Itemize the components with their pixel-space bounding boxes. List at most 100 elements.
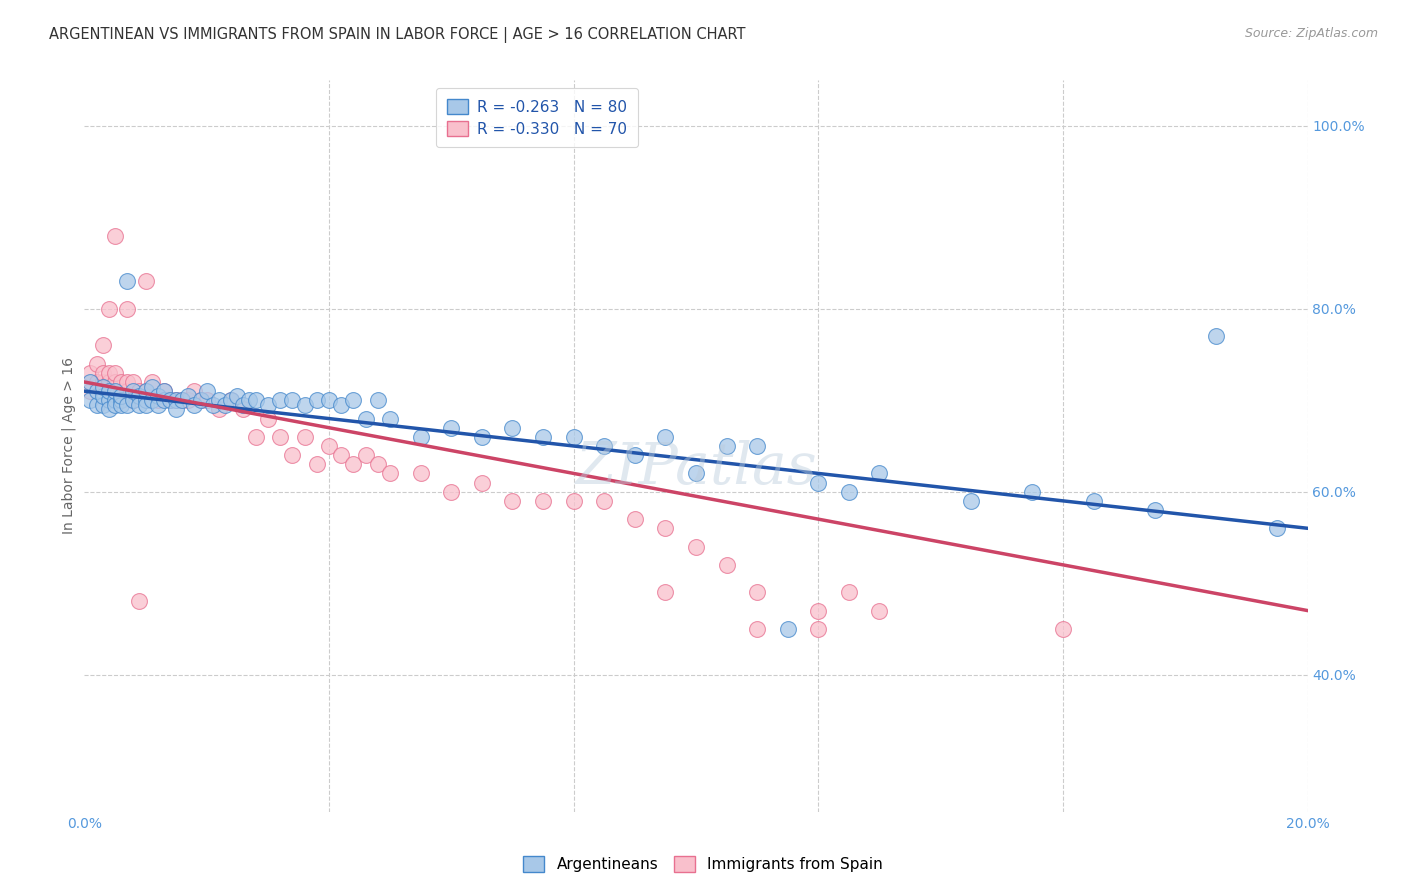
Point: [245, 430, 267, 444]
Point: [104, 393, 127, 408]
Point: [294, 430, 316, 444]
Point: [330, 398, 353, 412]
Point: [330, 448, 353, 462]
Point: [91, 338, 114, 352]
Point: [86, 384, 108, 399]
Point: [257, 411, 280, 425]
Point: [1265, 521, 1288, 535]
Point: [716, 439, 738, 453]
Point: [747, 439, 769, 453]
Point: [624, 448, 647, 462]
Point: [440, 420, 463, 434]
Text: ARGENTINEAN VS IMMIGRANTS FROM SPAIN IN LABOR FORCE | AGE > 16 CORRELATION CHART: ARGENTINEAN VS IMMIGRANTS FROM SPAIN IN …: [49, 27, 745, 43]
Point: [654, 521, 676, 535]
Point: [97, 301, 120, 316]
Point: [380, 467, 402, 481]
Legend: Argentineans, Immigrants from Spain: Argentineans, Immigrants from Spain: [516, 848, 890, 880]
Point: [281, 448, 304, 462]
Point: [183, 384, 205, 399]
Point: [838, 585, 860, 599]
Point: [122, 393, 145, 408]
Point: [91, 379, 114, 393]
Legend: R = -0.263   N = 80, R = -0.330   N = 70: R = -0.263 N = 80, R = -0.330 N = 70: [436, 88, 638, 147]
Point: [153, 384, 176, 399]
Point: [747, 585, 769, 599]
Point: [135, 384, 157, 399]
Point: [110, 398, 132, 412]
Point: [380, 411, 402, 425]
Point: [135, 393, 157, 408]
Point: [807, 604, 830, 618]
Point: [115, 398, 138, 412]
Point: [115, 301, 138, 316]
Point: [562, 494, 585, 508]
Point: [159, 393, 181, 408]
Point: [305, 393, 328, 408]
Point: [110, 393, 132, 408]
Point: [654, 585, 676, 599]
Point: [97, 366, 120, 380]
Point: [110, 375, 132, 389]
Point: [593, 494, 616, 508]
Point: [104, 398, 127, 412]
Point: [1205, 329, 1227, 343]
Point: [354, 411, 377, 425]
Point: [79, 366, 101, 380]
Point: [122, 384, 145, 399]
Point: [593, 439, 616, 453]
Point: [86, 398, 108, 412]
Point: [201, 398, 224, 412]
Point: [91, 398, 114, 412]
Point: [409, 467, 432, 481]
Point: [342, 393, 364, 408]
Text: ZIPatlas: ZIPatlas: [575, 440, 817, 496]
Point: [1083, 494, 1105, 508]
Point: [305, 457, 328, 471]
Point: [97, 402, 120, 417]
Text: Source: ZipAtlas.com: Source: ZipAtlas.com: [1244, 27, 1378, 40]
Point: [294, 398, 316, 412]
Point: [86, 357, 108, 371]
Point: [122, 393, 145, 408]
Point: [146, 393, 169, 408]
Point: [146, 398, 169, 412]
Point: [219, 393, 242, 408]
Point: [97, 375, 120, 389]
Point: [97, 384, 120, 399]
Point: [135, 384, 157, 399]
Point: [153, 393, 176, 408]
Point: [257, 398, 280, 412]
Point: [128, 594, 150, 608]
Point: [91, 375, 114, 389]
Point: [97, 393, 120, 408]
Point: [79, 384, 101, 399]
Point: [238, 393, 260, 408]
Point: [177, 393, 200, 408]
Point: [159, 393, 181, 408]
Point: [807, 622, 830, 636]
Point: [91, 366, 114, 380]
Point: [128, 389, 150, 403]
Point: [776, 622, 799, 636]
Point: [440, 484, 463, 499]
Point: [104, 228, 127, 243]
Point: [869, 604, 891, 618]
Point: [960, 494, 983, 508]
Point: [685, 540, 707, 554]
Point: [79, 393, 101, 408]
Point: [219, 393, 242, 408]
Point: [141, 379, 163, 393]
Point: [367, 457, 389, 471]
Point: [531, 430, 554, 444]
Point: [838, 484, 860, 499]
Point: [747, 622, 769, 636]
Point: [624, 512, 647, 526]
Point: [122, 375, 145, 389]
Point: [1052, 622, 1074, 636]
Point: [104, 366, 127, 380]
Point: [531, 494, 554, 508]
Point: [128, 398, 150, 412]
Point: [141, 393, 163, 408]
Point: [245, 393, 267, 408]
Point: [318, 439, 340, 453]
